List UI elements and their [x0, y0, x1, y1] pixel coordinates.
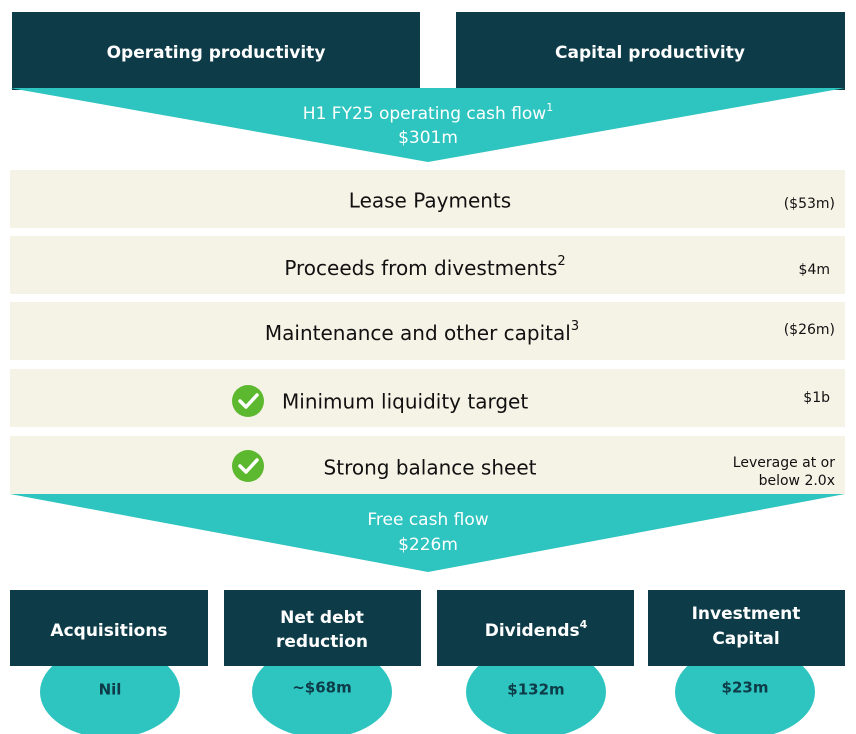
use-value: ~$68m	[292, 679, 352, 697]
row-value: $1b	[803, 390, 830, 406]
inflow-value: $301m	[398, 128, 458, 148]
use-label: Capital	[712, 629, 779, 649]
use-ellipse	[40, 646, 180, 734]
row-label: Proceeds from divestments2	[284, 254, 565, 280]
row-value: Leverage at or	[733, 455, 835, 471]
use-label: reduction	[276, 632, 368, 652]
use-label-text: Dividends	[485, 621, 580, 641]
use-label: Acquisitions	[50, 621, 167, 641]
use-value: $23m	[722, 679, 769, 697]
row-label: Strong balance sheet	[324, 456, 537, 480]
use-box	[224, 590, 421, 666]
use-value: $132m	[507, 681, 564, 699]
row-label: Lease Payments	[349, 189, 511, 213]
check-mark	[238, 458, 259, 474]
header-box	[12, 12, 420, 90]
row-label-text: Proceeds from divestments	[284, 256, 557, 280]
use-label: Net debt	[280, 608, 364, 628]
use-box	[437, 590, 634, 666]
outflow-funnel	[10, 494, 845, 572]
header-right: Capital productivity	[555, 43, 745, 63]
footnote: 3	[571, 319, 579, 334]
inflow-label: H1 FY25 operating cash flow1	[303, 101, 553, 125]
row-value: ($53m)	[784, 196, 835, 212]
use-ellipse	[252, 646, 392, 734]
outflow-label: Free cash flow	[367, 510, 488, 530]
outflow-value: $226m	[398, 535, 458, 555]
header-left: Operating productivity	[107, 43, 326, 63]
check-icon	[232, 450, 264, 482]
use-ellipse	[675, 646, 815, 734]
row-label-text: Maintenance and other capital	[265, 321, 571, 345]
footnote: 2	[557, 254, 565, 269]
use-label: Dividends4	[485, 618, 588, 642]
uses: Acquisitions Net debt reduction Dividend…	[10, 590, 845, 734]
footnote: 4	[580, 618, 588, 631]
row-box	[10, 436, 845, 494]
row-box	[10, 302, 845, 360]
row-label: Minimum liquidity target	[282, 390, 528, 414]
row-box	[10, 236, 845, 294]
row-label: Maintenance and other capital3	[265, 319, 579, 345]
rows: Lease Payments ($53m) Proceeds from dive…	[10, 170, 845, 494]
row-box	[10, 170, 845, 228]
check-mark	[238, 393, 259, 409]
use-box	[10, 590, 208, 666]
use-box	[648, 590, 845, 666]
header-box	[456, 12, 845, 90]
row-value: $4m	[799, 262, 830, 278]
use-ellipse	[466, 646, 606, 734]
use-label: Investment	[692, 604, 801, 624]
row-value: below 2.0x	[759, 473, 835, 489]
row-value: ($26m)	[784, 322, 835, 338]
footnote: 1	[546, 101, 553, 114]
row-box	[10, 369, 845, 427]
use-value: Nil	[99, 681, 122, 699]
inflow-label-text: H1 FY25 operating cash flow	[303, 104, 547, 124]
check-icon	[232, 385, 264, 417]
inflow-funnel	[10, 88, 845, 162]
